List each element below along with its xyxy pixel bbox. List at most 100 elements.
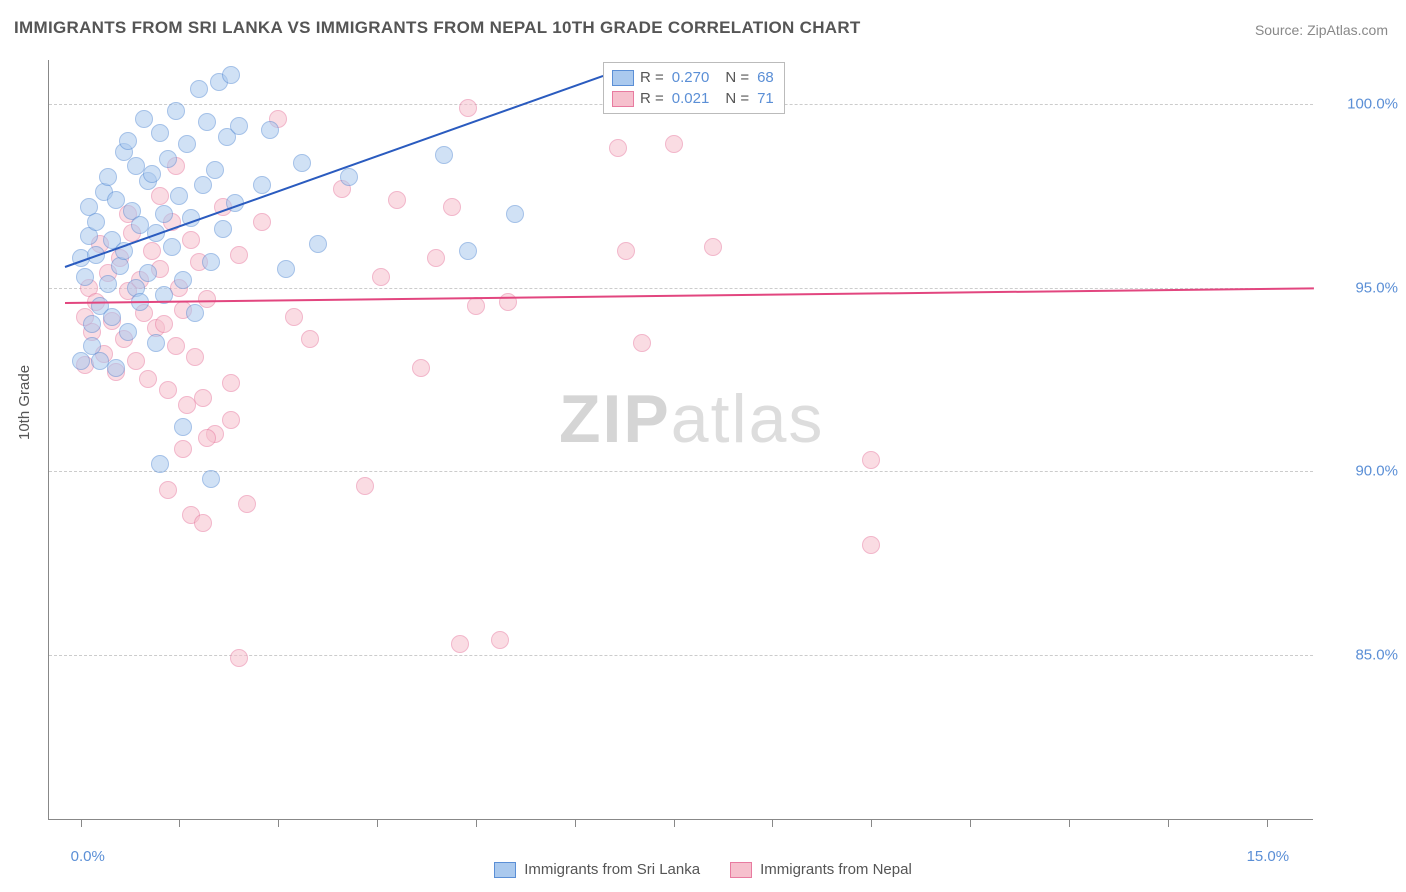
data-point-sri_lanka [198, 113, 216, 131]
data-point-nepal [230, 246, 248, 264]
data-point-sri_lanka [119, 132, 137, 150]
data-point-sri_lanka [214, 220, 232, 238]
legend-swatch [730, 862, 752, 878]
legend-r-label: R = [640, 90, 664, 107]
source-label: Source: ZipAtlas.com [1255, 22, 1388, 38]
x-tick [970, 819, 971, 827]
data-point-sri_lanka [222, 66, 240, 84]
watermark-light: atlas [671, 381, 825, 457]
x-tick [278, 819, 279, 827]
data-point-sri_lanka [139, 264, 157, 282]
x-tick [674, 819, 675, 827]
watermark: ZIPatlas [559, 380, 824, 458]
data-point-nepal [862, 451, 880, 469]
data-point-sri_lanka [107, 191, 125, 209]
bottom-legend-item-nepal: Immigrants from Nepal [730, 861, 912, 878]
data-point-sri_lanka [186, 304, 204, 322]
data-point-nepal [467, 297, 485, 315]
data-point-sri_lanka [170, 187, 188, 205]
x-tick [1168, 819, 1169, 827]
data-point-nepal [127, 352, 145, 370]
bottom-legend-label: Immigrants from Nepal [760, 861, 912, 878]
data-point-sri_lanka [119, 323, 137, 341]
x-tick [179, 819, 180, 827]
data-point-nepal [253, 213, 271, 231]
x-tick [377, 819, 378, 827]
data-point-sri_lanka [159, 150, 177, 168]
data-point-sri_lanka [107, 359, 125, 377]
data-point-nepal [372, 268, 390, 286]
y-tick-label: 85.0% [1318, 646, 1398, 663]
data-point-nepal [443, 198, 461, 216]
data-point-nepal [151, 187, 169, 205]
data-point-sri_lanka [174, 271, 192, 289]
legend-box: R =0.270N =68R =0.021N =71 [603, 62, 785, 114]
data-point-sri_lanka [340, 168, 358, 186]
data-point-nepal [285, 308, 303, 326]
data-point-sri_lanka [202, 253, 220, 271]
data-point-nepal [155, 315, 173, 333]
data-point-nepal [427, 249, 445, 267]
y-axis-label: 10th Grade [16, 365, 33, 440]
data-point-nepal [222, 411, 240, 429]
data-point-sri_lanka [155, 205, 173, 223]
data-point-sri_lanka [167, 102, 185, 120]
data-point-sri_lanka [72, 352, 90, 370]
data-point-nepal [139, 370, 157, 388]
data-point-sri_lanka [163, 238, 181, 256]
legend-r-label: R = [640, 69, 664, 86]
data-point-nepal [194, 514, 212, 532]
data-point-sri_lanka [151, 455, 169, 473]
data-point-sri_lanka [435, 146, 453, 164]
data-point-nepal [238, 495, 256, 513]
data-point-nepal [198, 290, 216, 308]
data-point-nepal [617, 242, 635, 260]
data-point-sri_lanka [151, 124, 169, 142]
data-point-nepal [459, 99, 477, 117]
data-point-nepal [222, 374, 240, 392]
source-name: ZipAtlas.com [1307, 22, 1388, 38]
data-point-nepal [198, 429, 216, 447]
legend-n-label: N = [725, 90, 749, 107]
data-point-sri_lanka [202, 470, 220, 488]
data-point-sri_lanka [178, 135, 196, 153]
legend-swatch [494, 862, 516, 878]
data-point-nepal [167, 337, 185, 355]
gridline [49, 288, 1313, 289]
x-tick [81, 819, 82, 827]
legend-swatch [612, 91, 634, 107]
legend-n-value: 68 [757, 69, 774, 86]
y-tick-label: 100.0% [1318, 96, 1398, 113]
x-tick [1267, 819, 1268, 827]
data-point-sri_lanka [76, 268, 94, 286]
data-point-sri_lanka [309, 235, 327, 253]
data-point-sri_lanka [83, 315, 101, 333]
data-point-nepal [159, 481, 177, 499]
legend-n-value: 71 [757, 90, 774, 107]
x-tick [871, 819, 872, 827]
plot-area: ZIPatlas 85.0%90.0%95.0%100.0%0.0%15.0%R… [48, 60, 1313, 820]
data-point-sri_lanka [99, 168, 117, 186]
legend-r-value: 0.021 [672, 90, 710, 107]
x-tick [1069, 819, 1070, 827]
data-point-nepal [174, 440, 192, 458]
data-point-sri_lanka [459, 242, 477, 260]
source-prefix: Source: [1255, 22, 1303, 38]
data-point-nepal [356, 477, 374, 495]
x-tick [575, 819, 576, 827]
data-point-nepal [665, 135, 683, 153]
bottom-legend-label: Immigrants from Sri Lanka [524, 861, 700, 878]
data-point-nepal [451, 635, 469, 653]
legend-r-value: 0.270 [672, 69, 710, 86]
watermark-bold: ZIP [559, 381, 671, 457]
gridline [49, 471, 1313, 472]
data-point-sri_lanka [194, 176, 212, 194]
y-tick-label: 95.0% [1318, 279, 1398, 296]
data-point-sri_lanka [261, 121, 279, 139]
data-point-sri_lanka [277, 260, 295, 278]
data-point-nepal [194, 389, 212, 407]
data-point-sri_lanka [87, 213, 105, 231]
data-point-nepal [388, 191, 406, 209]
data-point-sri_lanka [506, 205, 524, 223]
data-point-sri_lanka [206, 161, 224, 179]
